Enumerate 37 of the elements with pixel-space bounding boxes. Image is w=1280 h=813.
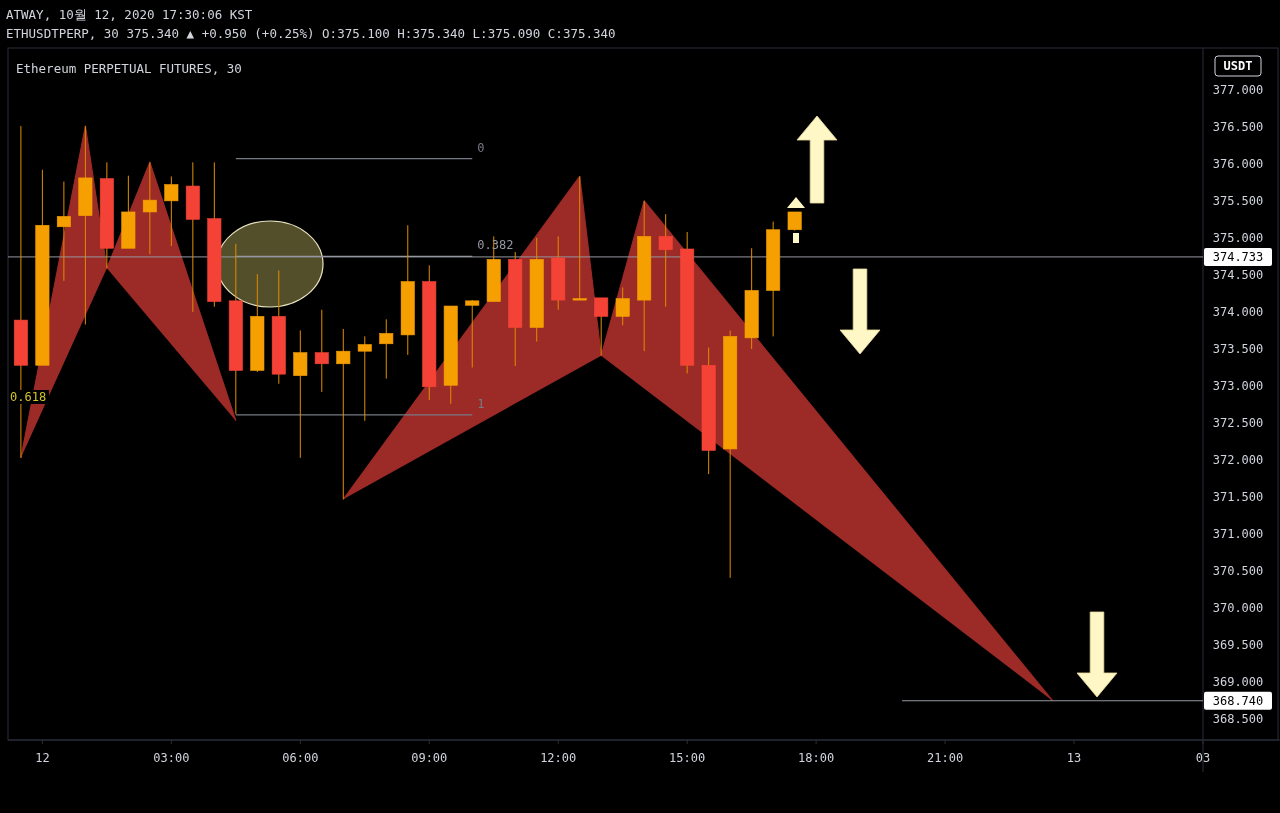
y-tick-label: 369.500 [1212,637,1264,652]
y-tick-label: 374.500 [1212,267,1264,282]
y-tick-label: 369.000 [1212,674,1264,689]
y-tick-label: 370.000 [1212,600,1264,615]
x-tick-label: 12:00 [540,751,577,765]
chart-title: ATWAY, 10월 12, 2020 17:30:06 KST [6,7,253,22]
x-tick-label: 06:00 [282,751,319,765]
chart-subtitle: ETHUSDTPERP, 30 375.340 ▲ +0.950 (+0.25%) O:375.100 H:375.340 L:375.090 C:375.340 [6,26,616,41]
y-tick-label: 377.000 [1212,82,1264,97]
y-tick-label: 372.500 [1212,415,1264,430]
x-tick-label: 18:00 [798,751,835,765]
y-tick-label: 368.740 [1212,694,1264,709]
y-tick-label: 373.500 [1212,341,1264,356]
y-axis-title: USDT [1223,59,1253,73]
y-tick-label: 368.500 [1212,712,1264,727]
x-tick-label: 12 [35,751,50,765]
x-tick-label: 09:00 [411,751,448,765]
y-tick-label: 375.000 [1212,230,1264,245]
x-tick-label: 21:00 [927,751,964,765]
annotation: 0.618 [10,390,47,404]
annotation: Ethereum PERPETUAL FUTURES, 30 [16,61,242,76]
y-tick-label: 372.000 [1212,452,1264,467]
y-tick-label: 374.733 [1212,250,1264,265]
y-tick-label: 371.500 [1212,489,1264,504]
x-tick-label: 13 [1066,751,1082,765]
x-tick-label: 15:00 [669,751,706,765]
y-tick-label: 376.000 [1212,156,1264,171]
x-tick-label: 03 [1195,751,1211,765]
y-tick-label: 374.000 [1212,304,1264,319]
series-label: 1 [477,396,485,411]
y-tick-label: 376.500 [1212,119,1264,134]
y-tick-label: 370.500 [1212,563,1264,578]
x-tick-label: 03:00 [153,751,190,765]
y-tick-label: 371.000 [1212,526,1264,541]
series-label: 0 [477,140,485,155]
y-tick-label: 373.000 [1212,378,1264,393]
y-tick-label: 375.500 [1212,193,1264,208]
